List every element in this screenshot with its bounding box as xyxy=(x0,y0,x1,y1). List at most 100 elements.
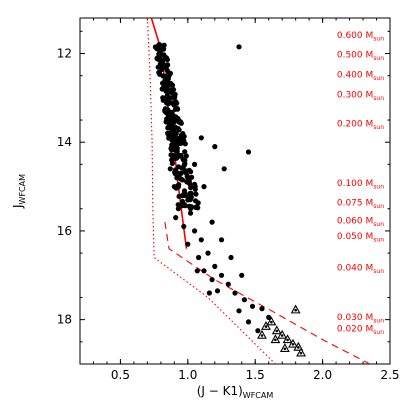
data-point xyxy=(167,166,173,172)
data-point xyxy=(236,44,242,50)
cluster-point xyxy=(181,202,188,208)
data-point xyxy=(209,219,215,225)
data-point xyxy=(175,206,181,212)
cluster-point xyxy=(182,149,188,155)
y-axis-title-main: J xyxy=(11,204,25,209)
cluster-point xyxy=(174,148,180,154)
triangle-point-center xyxy=(264,325,268,328)
mass-label-value: 0.500 M xyxy=(337,50,373,60)
cluster-point xyxy=(176,127,182,133)
data-point xyxy=(218,272,225,278)
mass-label-value: 0.030 M xyxy=(337,313,373,323)
mass-label: 0.400 Msun xyxy=(337,70,384,82)
triangle-point-center xyxy=(286,338,289,342)
data-point xyxy=(212,144,218,150)
cluster-point xyxy=(159,57,165,63)
data-point xyxy=(192,228,198,234)
cluster-point xyxy=(161,42,167,48)
cluster-point xyxy=(188,204,194,210)
cluster-point xyxy=(174,155,180,161)
mass-label-value: 0.050 M xyxy=(337,232,373,242)
mass-label-value: 0.040 M xyxy=(337,263,373,273)
mass-label: 0.030 Msun xyxy=(337,313,384,325)
triangle-point-center xyxy=(260,334,264,337)
data-point xyxy=(201,268,207,274)
data-point xyxy=(259,306,265,312)
cluster-point xyxy=(164,95,170,101)
x-tick-label: 2.0 xyxy=(313,368,332,382)
mass-label: 0.500 Msun xyxy=(337,50,384,62)
cluster-point xyxy=(166,88,172,94)
cluster-point xyxy=(175,164,182,170)
mass-label-value: 0.060 M xyxy=(337,216,373,226)
cluster-point xyxy=(152,44,158,50)
cluster-point xyxy=(180,131,186,137)
mass-label-sub: sun xyxy=(373,124,384,131)
mass-label-sub: sun xyxy=(373,35,384,42)
cluster-point xyxy=(165,70,171,76)
mass-label-sub: sun xyxy=(373,268,384,275)
data-point xyxy=(232,290,238,296)
data-point xyxy=(206,290,212,296)
data-point xyxy=(239,272,245,278)
cluster-point xyxy=(172,106,178,112)
model-dashed-line xyxy=(164,222,371,364)
cluster-point xyxy=(186,178,192,184)
data-point xyxy=(225,281,231,287)
mass-label-sub: sun xyxy=(373,221,384,228)
mass-label-value: 0.600 M xyxy=(337,31,373,41)
mass-label: 0.100 Msun xyxy=(337,179,384,191)
mass-label: 0.050 Msun xyxy=(337,232,384,244)
x-tick-label: 2.5 xyxy=(380,368,399,382)
model-dotted-line xyxy=(146,18,276,364)
data-point xyxy=(194,268,200,274)
data-point xyxy=(228,254,234,261)
x-axis-title-main: (J − K1) xyxy=(197,384,243,398)
data-point xyxy=(181,223,187,230)
x-axis-ticks: 0.5 1.0 1.5 2.0 2.5 xyxy=(92,18,400,382)
data-point xyxy=(201,184,207,190)
cluster-point xyxy=(165,107,171,113)
cluster-point xyxy=(156,70,162,76)
cluster-point xyxy=(189,174,195,180)
cluster-point xyxy=(179,136,185,142)
cluster-point xyxy=(156,51,162,57)
mass-label-value: 0.075 M xyxy=(337,199,373,209)
y-tick-label: 12 xyxy=(57,46,72,60)
cluster-point xyxy=(160,80,166,86)
data-point xyxy=(212,263,218,269)
cluster-point xyxy=(173,130,179,137)
data-point xyxy=(196,254,202,261)
cluster-point xyxy=(188,185,194,191)
mass-label: 0.200 Msun xyxy=(337,120,384,132)
data-point xyxy=(198,135,204,141)
cluster-point xyxy=(173,114,179,120)
cluster-point xyxy=(170,136,176,142)
svg-text:JWFCAM: JWFCAM xyxy=(11,174,27,209)
data-point xyxy=(185,241,191,247)
triangle-point-center xyxy=(274,338,277,342)
cluster-point xyxy=(174,183,180,189)
triangle-point-center xyxy=(280,334,284,337)
triangle-point-center xyxy=(297,346,300,349)
cluster-point xyxy=(176,193,182,199)
y-axis-ticks: 12 14 16 18 xyxy=(57,30,390,343)
mass-label-sub: sun xyxy=(373,184,384,191)
cluster-point xyxy=(164,80,170,86)
mass-label: 0.600 Msun xyxy=(337,31,384,43)
data-point xyxy=(266,314,272,320)
cluster-point xyxy=(186,167,192,173)
mass-label: 0.300 Msun xyxy=(337,90,384,102)
cluster-point xyxy=(178,176,184,182)
data-point xyxy=(198,237,204,243)
cluster-point xyxy=(170,87,177,93)
data-point xyxy=(249,303,256,309)
cluster-point xyxy=(167,120,173,126)
plot-frame xyxy=(79,17,391,365)
mass-label-value: 0.020 M xyxy=(337,325,373,335)
data-point xyxy=(218,237,225,243)
y-tick-label: 16 xyxy=(57,224,72,238)
x-tick-label: 0.5 xyxy=(111,368,130,382)
